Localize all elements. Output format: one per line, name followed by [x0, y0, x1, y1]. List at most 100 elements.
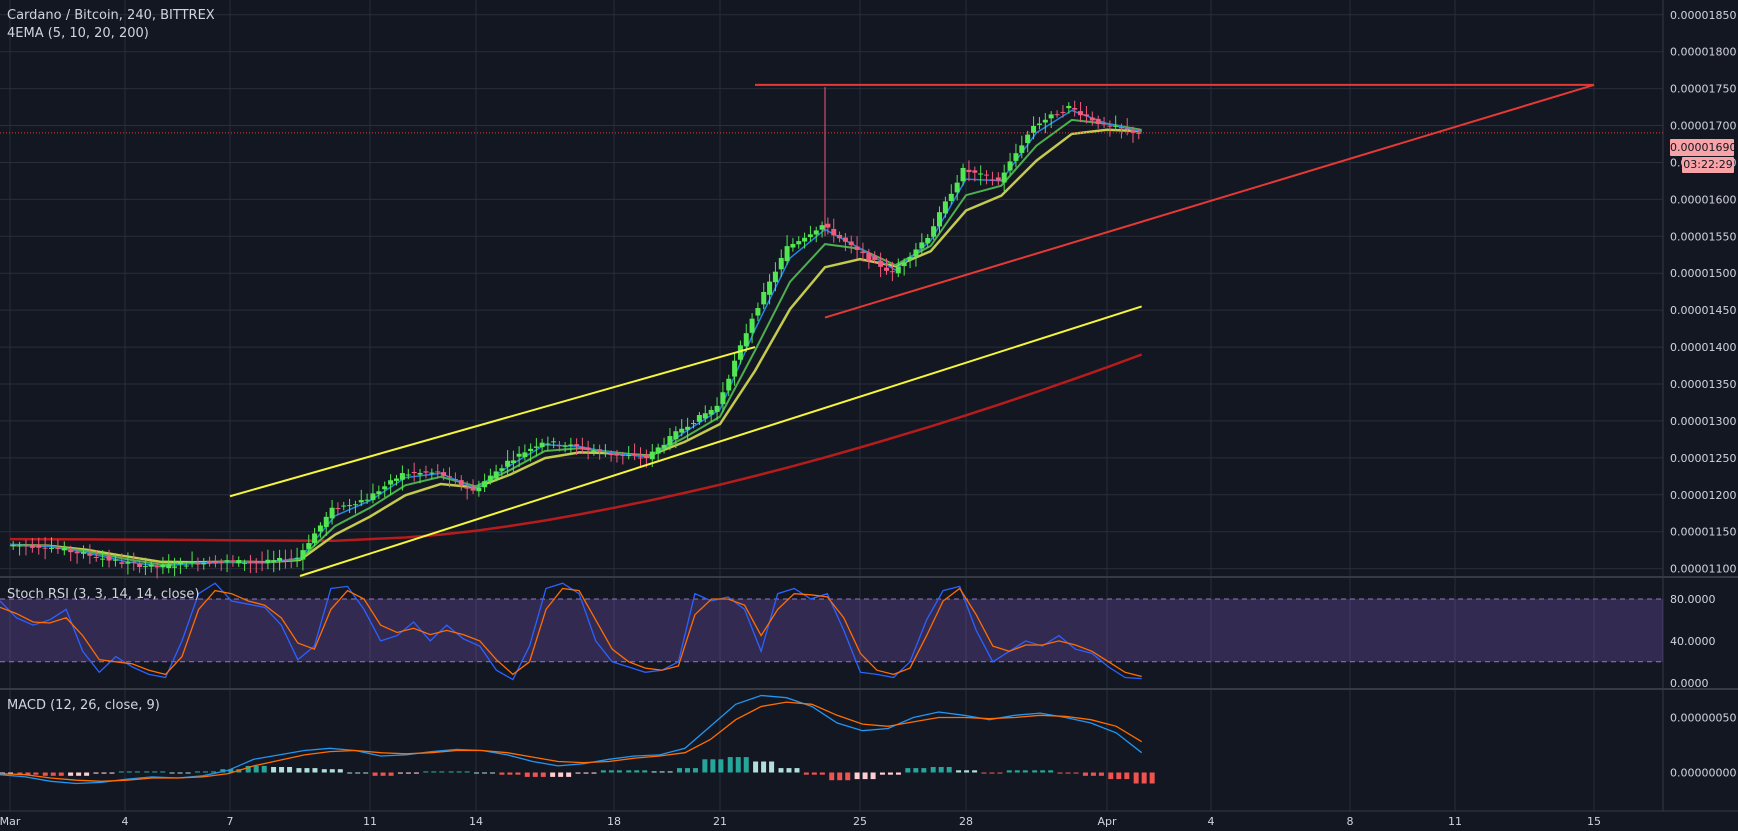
macd-histogram-bar — [583, 772, 589, 774]
candle-body — [860, 251, 866, 254]
macd-histogram-bar — [25, 772, 31, 775]
macd-histogram-bar — [33, 772, 39, 775]
bar-countdown-badge: 03:22:29 — [1682, 157, 1734, 173]
macd-histogram-bar — [743, 757, 749, 773]
macd-histogram-bar — [499, 772, 505, 775]
candle-body — [755, 308, 761, 316]
macd-histogram-bar — [913, 768, 919, 773]
candle-body — [1083, 114, 1089, 117]
candle-body — [895, 266, 901, 274]
macd-histogram-bar — [616, 770, 622, 773]
candle-body — [848, 241, 854, 246]
candle-body — [831, 228, 837, 236]
macd-histogram-bar — [811, 772, 817, 775]
candle-body — [889, 271, 895, 273]
candle-body — [579, 446, 585, 450]
candle-body — [522, 452, 528, 458]
candle-body — [470, 486, 476, 491]
candle-body — [901, 262, 907, 267]
candle-body — [148, 564, 154, 567]
candle-body — [732, 360, 738, 377]
candle-body — [585, 447, 591, 450]
macd-histogram-bar — [194, 771, 200, 773]
macd-histogram-bar — [786, 768, 792, 773]
macd-histogram-bar — [1048, 770, 1054, 773]
macd-histogram-bar — [1057, 772, 1063, 774]
candle-body — [696, 415, 702, 422]
candle-body — [36, 545, 42, 548]
channel-upper-line — [229, 346, 756, 498]
candle-body — [772, 271, 778, 283]
macd-histogram-bar — [895, 772, 901, 775]
candle-body — [1095, 118, 1101, 125]
price-axis-tick: 0.00001250 — [1670, 452, 1736, 465]
macd-histogram-bar — [464, 771, 470, 773]
candle-body — [533, 446, 539, 448]
candle-body — [1136, 132, 1142, 134]
price-axis-tick: 0.00001150 — [1670, 526, 1736, 539]
macd-histogram-bar — [1141, 772, 1147, 784]
candle-body — [790, 243, 796, 248]
macd-histogram-bar — [321, 769, 327, 773]
candle-body — [1113, 125, 1119, 127]
macd-histogram-bar — [58, 772, 64, 776]
price-axis-tick: 0.00001100 — [1670, 563, 1736, 576]
macd-histogram-bar — [989, 772, 995, 774]
candle-body — [1001, 172, 1007, 183]
price-axis-tick: 0.00001450 — [1670, 304, 1736, 317]
candle-body — [177, 562, 183, 565]
macd-histogram-bar — [575, 772, 581, 774]
channel-lower-line — [299, 305, 1142, 577]
macd-histogram-bar — [17, 772, 23, 775]
macd-histogram-bar — [202, 771, 208, 773]
candle-body — [1130, 130, 1136, 133]
stoch-rsi-lines — [0, 582, 1142, 681]
candle-body — [230, 560, 236, 562]
candle-body — [476, 487, 482, 492]
candle-body — [720, 392, 726, 405]
candle-body — [312, 533, 318, 543]
candle-body — [405, 474, 411, 476]
stoch-k-line — [0, 582, 1142, 681]
macd-histogram-bar — [84, 772, 90, 776]
price-axis-tick: 0.00001350 — [1670, 378, 1736, 391]
macd-histogram-bar — [1124, 772, 1130, 780]
stoch-d-line — [0, 587, 1142, 678]
candle-body — [294, 557, 300, 559]
macd-histogram-bar — [50, 772, 56, 776]
signal-line — [0, 701, 1143, 782]
candle-body — [370, 493, 376, 501]
candle-body — [960, 167, 966, 182]
macd-histogram-bar — [997, 772, 1003, 774]
candle-body — [948, 193, 954, 201]
macd-histogram-bar — [287, 767, 293, 773]
candle-body — [10, 544, 16, 546]
candle-body — [112, 559, 118, 561]
macd-histogram-bar — [550, 772, 556, 777]
macd-histogram-bar — [42, 772, 48, 776]
candle-body — [872, 256, 878, 261]
time-axis-tick: 4 — [1208, 815, 1215, 828]
price-axis-tick: 0.00001550 — [1670, 230, 1736, 243]
candle-body — [1078, 111, 1084, 116]
candle-body — [388, 480, 394, 485]
candle-body — [1107, 125, 1113, 127]
time-axis-tick: 28 — [959, 815, 973, 828]
candle-body — [643, 455, 649, 459]
macd-histogram-bar — [769, 761, 775, 773]
candle-body — [242, 562, 248, 564]
macd-histogram-bar — [540, 772, 546, 777]
candle-body — [608, 453, 614, 456]
macd-axis-tick: 0.00000000 — [1670, 767, 1736, 780]
candle-body — [545, 443, 551, 445]
candle-body — [411, 471, 417, 474]
candle-body — [1072, 108, 1078, 110]
candle-body — [796, 241, 802, 245]
macd-histogram-bar — [1073, 772, 1079, 774]
macd-histogram-bar — [870, 772, 876, 780]
candle-body — [87, 553, 93, 556]
candle-body — [978, 173, 984, 175]
candle-body — [1101, 123, 1107, 125]
